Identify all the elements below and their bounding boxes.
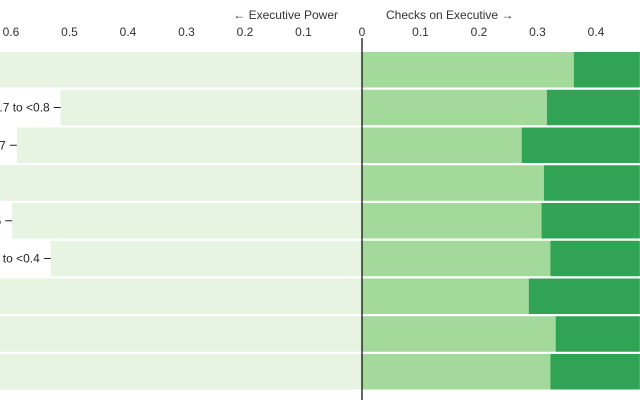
checks-light-bar xyxy=(362,240,551,277)
checks-dark-bar xyxy=(550,354,640,390)
x-tick-label: 0 xyxy=(359,25,366,39)
executive-power-bar xyxy=(50,240,362,277)
checks-light-bar xyxy=(362,127,522,163)
x-tick-label: 0.1 xyxy=(412,25,429,39)
x-tick-label: 0.5 xyxy=(61,25,78,39)
checks-dark-bar xyxy=(541,203,640,239)
category-label: 7 xyxy=(0,138,6,152)
x-tick-label: 0.4 xyxy=(120,25,137,39)
executive-power-bar xyxy=(0,52,363,88)
x-tick-label: 0.3 xyxy=(178,25,195,39)
executive-power-bar xyxy=(60,89,362,126)
checks-dark-bar xyxy=(546,89,640,126)
checks-dark-bar xyxy=(555,316,640,352)
executive-power-bar xyxy=(0,354,363,390)
executive-power-bar xyxy=(16,127,362,163)
checks-light-bar xyxy=(362,316,556,352)
executive-power-direction-label: ← Executive Power xyxy=(233,8,338,22)
checks-dark-bar xyxy=(543,165,640,201)
checks-dark-bar xyxy=(528,278,640,314)
category-label: 5 xyxy=(0,214,1,228)
checks-light-bar xyxy=(362,203,542,239)
x-tick-label: 0.1 xyxy=(295,25,312,39)
checks-on-executive-direction-label: Checks on Executive → xyxy=(386,8,513,22)
checks-light-bar xyxy=(362,354,551,390)
category-label: to <0.4 xyxy=(3,252,40,266)
executive-power-bar xyxy=(0,316,363,352)
executive-power-bar xyxy=(0,165,363,201)
x-tick-label: 0.2 xyxy=(237,25,254,39)
x-tick-label: 0.6 xyxy=(3,25,20,39)
executive-power-bar xyxy=(0,278,363,314)
checks-dark-bar xyxy=(521,127,640,163)
executive-power-bar xyxy=(12,203,362,239)
checks-dark-bar xyxy=(573,52,640,88)
checks-light-bar xyxy=(362,52,574,88)
bars-group xyxy=(0,52,640,390)
x-tick-label: 0.4 xyxy=(588,25,605,39)
x-tick-label: 0.3 xyxy=(529,25,546,39)
checks-light-bar xyxy=(362,165,544,201)
category-labels: .7 to <0.8 7 5 to <0.4 xyxy=(0,101,61,266)
x-tick-label: 0.2 xyxy=(471,25,488,39)
category-label: .7 to <0.8 xyxy=(0,101,50,115)
x-axis-ticks: 0.6 0.5 0.4 0.3 0.2 0.1 0 0.1 0.2 0.3 0.4 xyxy=(3,25,605,39)
checks-dark-bar xyxy=(550,240,640,277)
checks-light-bar xyxy=(362,89,547,126)
checks-light-bar xyxy=(362,278,529,314)
